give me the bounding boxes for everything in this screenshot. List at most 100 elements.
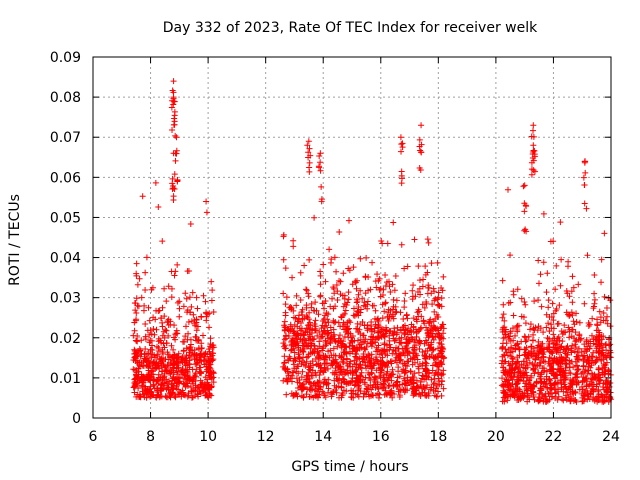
- data-point: [200, 357, 207, 364]
- data-point: [292, 332, 299, 339]
- data-point: [348, 387, 355, 394]
- data-point: [575, 281, 582, 288]
- data-point: [151, 331, 158, 338]
- data-point: [305, 138, 312, 145]
- data-point: [522, 301, 529, 308]
- data-point: [559, 367, 566, 374]
- data-point: [523, 355, 530, 362]
- data-point: [282, 324, 289, 331]
- data-point: [550, 238, 557, 245]
- data-point: [306, 145, 313, 152]
- data-point: [432, 295, 439, 302]
- data-point: [337, 363, 344, 370]
- data-point: [507, 299, 514, 306]
- data-point: [292, 315, 299, 322]
- data-point: [594, 393, 601, 400]
- data-point: [581, 159, 588, 166]
- data-point: [412, 293, 419, 300]
- data-point: [375, 321, 382, 328]
- data-point: [165, 316, 172, 323]
- data-point: [136, 359, 143, 366]
- data-point: [548, 386, 555, 393]
- data-point: [592, 375, 599, 382]
- data-point: [431, 380, 438, 387]
- data-point: [280, 377, 287, 384]
- x-tick-label: 6: [89, 429, 98, 445]
- data-point: [397, 309, 404, 316]
- data-point: [170, 98, 177, 105]
- data-point: [401, 370, 408, 377]
- data-point: [396, 352, 403, 359]
- data-point: [166, 370, 173, 377]
- data-point: [322, 297, 329, 304]
- data-point: [207, 335, 214, 342]
- data-point: [398, 141, 405, 148]
- data-point: [372, 307, 379, 314]
- data-point: [396, 393, 403, 400]
- data-point: [350, 390, 357, 397]
- chart-title: Day 332 of 2023, Rate Of TEC Index for r…: [163, 20, 538, 36]
- data-point: [185, 330, 192, 337]
- data-point: [523, 337, 530, 344]
- data-point: [563, 396, 570, 403]
- data-point: [598, 279, 605, 286]
- data-point: [392, 357, 399, 364]
- data-point: [386, 382, 393, 389]
- data-point: [206, 310, 213, 317]
- data-point: [333, 384, 340, 391]
- data-point: [582, 376, 589, 383]
- data-point: [353, 366, 360, 373]
- data-point: [425, 282, 432, 289]
- data-point: [401, 304, 408, 311]
- data-point: [155, 308, 162, 315]
- data-point: [581, 300, 588, 307]
- data-point: [531, 349, 538, 356]
- data-point: [153, 364, 160, 371]
- data-point: [319, 347, 326, 354]
- data-point: [299, 306, 306, 313]
- data-point: [290, 237, 297, 244]
- data-point: [587, 391, 594, 398]
- data-point: [557, 219, 564, 226]
- data-point: [378, 334, 385, 341]
- data-point: [576, 319, 583, 326]
- data-point: [352, 391, 359, 398]
- data-point: [350, 264, 357, 271]
- data-point: [595, 349, 602, 356]
- data-point: [379, 240, 386, 247]
- data-point: [523, 344, 530, 351]
- data-point: [566, 293, 573, 300]
- data-point: [322, 352, 329, 359]
- data-point: [404, 340, 411, 347]
- data-point: [329, 391, 336, 398]
- data-point: [293, 302, 300, 309]
- data-point: [385, 317, 392, 324]
- data-point: [421, 389, 428, 396]
- data-point: [515, 393, 522, 400]
- data-point: [397, 339, 404, 346]
- data-point: [375, 385, 382, 392]
- data-point: [132, 357, 139, 364]
- data-point: [439, 348, 446, 355]
- data-point: [348, 394, 355, 401]
- data-point: [324, 360, 331, 367]
- data-point: [518, 313, 525, 320]
- data-point: [593, 336, 600, 343]
- data-point: [317, 354, 324, 361]
- data-point: [600, 344, 607, 351]
- data-point: [150, 314, 157, 321]
- data-point: [313, 388, 320, 395]
- data-point: [146, 317, 153, 324]
- data-point: [369, 259, 376, 266]
- data-point: [516, 362, 523, 369]
- data-point: [346, 217, 353, 224]
- data-point: [170, 365, 177, 372]
- data-point: [155, 204, 162, 211]
- data-point: [159, 346, 166, 353]
- data-point: [366, 363, 373, 370]
- data-point: [422, 263, 429, 270]
- data-point: [145, 364, 152, 371]
- data-point: [309, 385, 316, 392]
- data-point: [584, 252, 591, 259]
- data-point: [565, 324, 572, 331]
